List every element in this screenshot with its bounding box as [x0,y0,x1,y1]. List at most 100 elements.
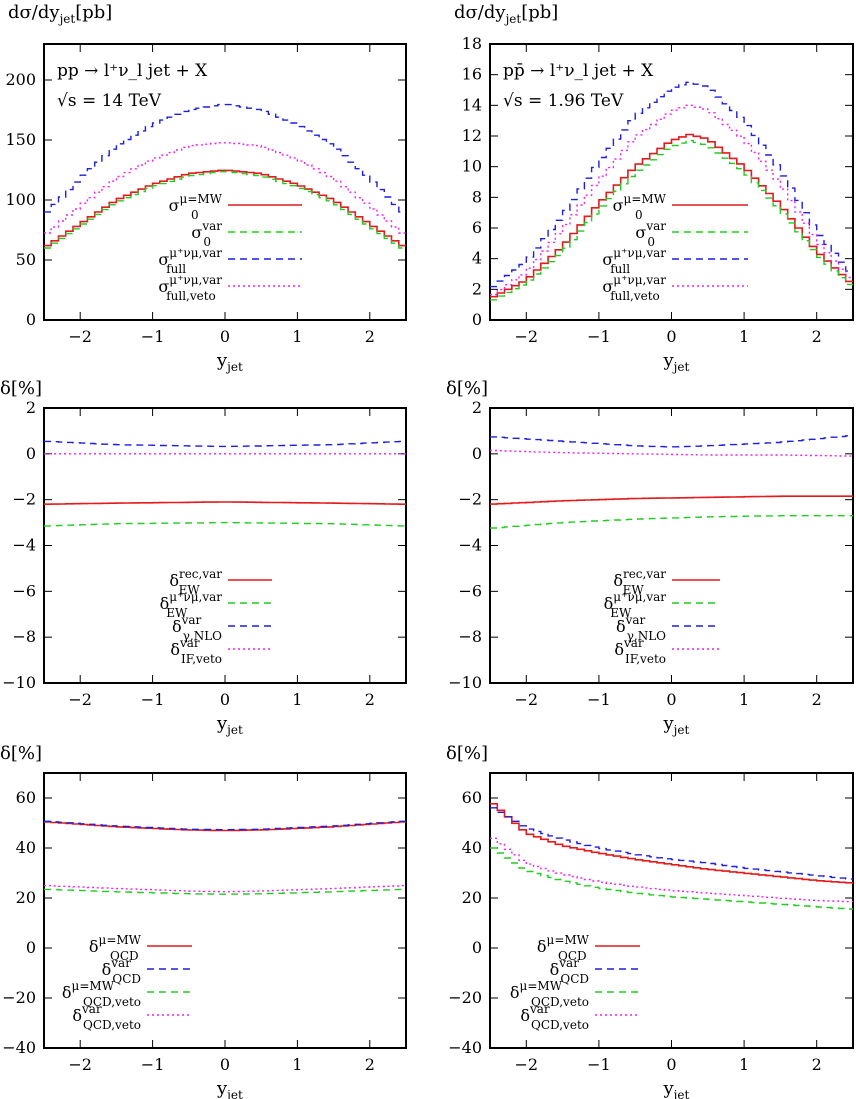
x-tick-label: 2 [365,1055,375,1074]
x-tick-label: −2 [68,690,92,709]
y-tick-label: −4 [12,536,36,555]
legend-label-0: σμ=MW 0 [169,192,223,222]
x-axis-label: yjet [216,713,243,737]
x-tick-label: −2 [515,327,539,346]
x-tick-label: 2 [812,1055,822,1074]
y-tick-label: 100 [5,190,36,209]
y-tick-label: 16 [462,65,482,84]
series-line-2 [44,103,406,213]
x-tick-label: 2 [365,690,375,709]
y-tick-label: −10 [448,673,482,692]
y-tick-label: 20 [16,888,36,907]
legend-label-1: δμ⁺νμ,var EW [160,590,223,620]
series-line-3 [490,837,853,903]
plot-frame [43,407,407,684]
legend-label-0: δrec,var EW [613,567,666,597]
series-line-3 [44,884,406,893]
legend-label-0: σμ=MW 0 [613,192,667,222]
series-line-2 [490,81,853,288]
series-line-3 [490,104,853,296]
legend-label-1: δvar QCD [102,956,141,986]
process-annotation: pp̄ → l⁺ν_l jet + X [503,61,654,81]
legend-label-2: σμ⁺νμ,var full [158,246,222,276]
x-tick-label: 2 [812,327,822,346]
series-line-1 [44,171,406,249]
series-line-2 [44,888,406,895]
y-axis-label: δ[%] [0,378,42,399]
process-annotation: √s = 1.96 TeV [503,91,624,111]
plot-frame [43,43,407,321]
y-tick-label: −6 [458,581,482,600]
y-tick-label: 2 [472,279,482,298]
series-line-1 [44,521,406,527]
legend-label-1: σvar 0 [635,219,666,249]
x-tick-label: −2 [68,1055,92,1074]
legend-label-0: δμ=MW QCD [89,933,142,963]
y-tick-label: 40 [16,838,36,857]
process-annotation: √s = 14 TeV [57,91,162,111]
y-tick-label: −8 [12,627,36,646]
y-tick-label: 200 [5,70,36,89]
legend-label-3: σμ⁺νμ,var full,veto [602,273,666,303]
series-line-1 [490,515,853,529]
legend-label-0: δμ=MW QCD [537,933,590,963]
series-line-1 [490,807,853,880]
series-line-0 [490,133,853,298]
y-tick-label: 0 [472,444,482,463]
x-tick-label: −1 [141,327,165,346]
series-line-2 [490,435,853,448]
legend-label-3: σμ⁺νμ,var full,veto [158,273,222,303]
legend-label-2: δμ=MW QCD,veto [62,979,141,1009]
series-line-2 [44,440,406,448]
legend-label-2: δμ=MW QCD,veto [510,979,589,1009]
y-tick-label: 8 [472,187,482,206]
y-tick-label: −20 [448,988,482,1007]
legend-label-1: δvar QCD [550,956,589,986]
x-axis-label: yjet [663,1078,690,1099]
x-tick-label: 1 [292,690,302,709]
legend-label-2: δvar γ,NLO [616,613,666,643]
x-tick-label: 0 [220,690,230,709]
y-tick-label: 0 [26,310,36,329]
y-tick-label: 150 [5,130,36,149]
series-line-0 [44,169,406,247]
y-tick-label: −2 [458,490,482,509]
legend-label-2: σμ⁺νμ,var full [602,246,666,276]
series-line-3 [490,449,853,457]
legend-label-1: δμ⁺νμ,var EW [604,590,667,620]
x-tick-label: 1 [292,1055,302,1074]
y-tick-label: 2 [472,398,482,417]
y-tick-label: 0 [472,938,482,957]
y-tick-label: 60 [16,788,36,807]
y-tick-label: 14 [462,95,482,114]
x-tick-label: −1 [587,1055,611,1074]
plot-frame [489,407,854,684]
y-tick-label: −6 [12,581,36,600]
y-tick-label: 50 [16,250,36,269]
x-tick-label: −1 [141,690,165,709]
y-tick-label: −8 [458,627,482,646]
legend-label-3: δvar IF,veto [614,636,666,666]
x-tick-label: 0 [666,1055,676,1074]
x-axis-label: yjet [663,350,690,374]
x-tick-label: 0 [220,1055,230,1074]
y-tick-label: 60 [462,788,482,807]
y-tick-label: 2 [26,398,36,417]
legend-label-3: δvar QCD,veto [72,1002,141,1032]
y-tick-label: 4 [472,249,482,268]
x-tick-label: −1 [141,1055,165,1074]
y-tick-label: 0 [472,310,482,329]
x-tick-label: −2 [68,327,92,346]
y-axis-label: dσ/dyjet[pb] [8,2,112,26]
series-line-0 [490,803,853,884]
x-tick-label: 1 [292,327,302,346]
y-tick-label: −40 [448,1038,482,1057]
y-tick-label: −4 [458,536,482,555]
y-tick-label: 18 [462,34,482,53]
x-axis-label: yjet [663,713,690,737]
legend-label-0: δrec,var EW [169,567,222,597]
series-line-1 [490,139,853,301]
series-line-3 [44,142,406,234]
